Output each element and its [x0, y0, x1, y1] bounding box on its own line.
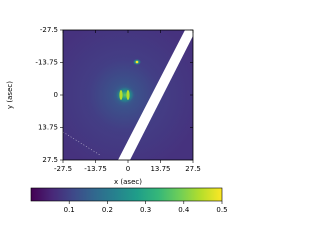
x-tick-label: -13.75	[84, 165, 107, 173]
x-tick-label: 0	[126, 165, 130, 173]
x-tick-label: 27.5	[185, 165, 201, 173]
y-tick-label: 27.5	[42, 156, 58, 164]
colorbar	[30, 187, 223, 202]
colorbar-tick-label: 0.4	[178, 206, 190, 214]
x-tick-label: -27.5	[54, 165, 72, 173]
colorbar-tick-label: 0.1	[64, 206, 75, 214]
chart: x (asec) y (asec) -27.5 -13.75 0 13.75 27.5-…	[6, 26, 228, 214]
y-axis-label: y (asec)	[6, 81, 14, 109]
x-axis-label: x (asec)	[114, 178, 142, 186]
colorbar-tick-label: 0.2	[102, 206, 113, 214]
colorbar-tick-label: 0.3	[140, 206, 151, 214]
y-tick-label: -27.5	[40, 26, 58, 34]
y-tick-label: 0	[54, 91, 58, 99]
y-tick-label: 13.75	[38, 124, 58, 132]
sky-image	[63, 30, 193, 160]
x-tick-label: 13.75	[150, 165, 170, 173]
colorbar-tick-label: 0.5	[216, 206, 227, 214]
y-tick-label: -13.75	[35, 59, 58, 67]
